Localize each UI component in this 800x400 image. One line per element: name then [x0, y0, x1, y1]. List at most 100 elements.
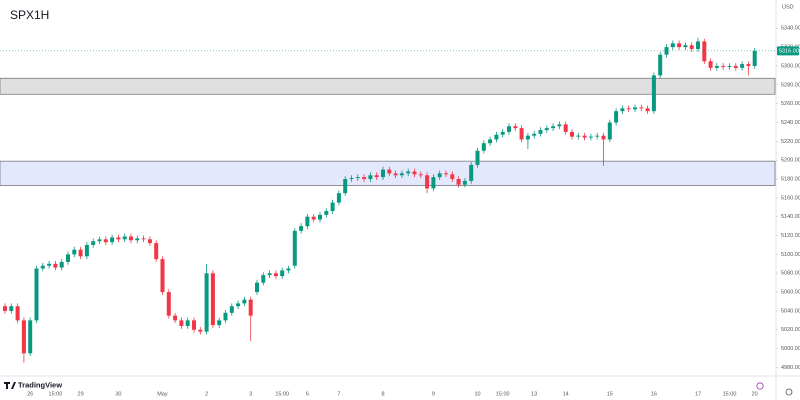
settings-icon[interactable] — [785, 388, 793, 396]
alert-icon[interactable] — [756, 382, 764, 390]
candle-body — [721, 65, 726, 67]
candle-body — [267, 273, 272, 276]
y-tick-label: 5120.00 — [781, 233, 800, 239]
candle-body — [362, 177, 367, 180]
candle-body — [374, 175, 379, 178]
candle-body — [469, 164, 474, 181]
axes: 4980.00 5000.00 5020.00 5040.00 5060.00 5080.… — [0, 26, 800, 397]
candle-body — [607, 122, 612, 140]
candle-body — [696, 41, 700, 49]
candle-body — [273, 273, 278, 277]
x-tick-label: 8 — [381, 391, 384, 397]
candle-body — [620, 108, 625, 112]
candle-body — [702, 41, 707, 62]
candle-body — [551, 126, 556, 129]
candle-body — [368, 175, 373, 180]
candle-body — [601, 135, 606, 140]
x-tick-label: 6 — [306, 391, 309, 397]
x-tick-label: 17 — [695, 391, 701, 397]
candle-body — [217, 320, 222, 326]
candle-body — [633, 107, 637, 110]
y-tick-label: 5280.00 — [781, 82, 800, 88]
candle-body — [84, 244, 89, 257]
candle-body — [507, 126, 511, 132]
candle-body — [525, 135, 530, 140]
x-tick-label: 2 — [205, 391, 208, 397]
y-tick-label: 5340.00 — [781, 26, 800, 32]
candle-body — [563, 124, 568, 132]
y-tick-label: 4980.00 — [781, 365, 800, 371]
candle-body — [311, 216, 316, 220]
last-price-label: 5316.00 — [779, 48, 799, 54]
y-tick-label: 5180.00 — [781, 176, 800, 182]
y-tick-label: 5200.00 — [781, 158, 800, 164]
candle-body — [204, 273, 209, 332]
candle-body — [740, 64, 745, 68]
candle-body — [255, 282, 259, 293]
candle-body — [3, 306, 7, 311]
last-price-tag — [777, 46, 799, 56]
candle-body — [431, 177, 436, 189]
x-tick-label: 9 — [432, 391, 435, 397]
candle-body — [28, 320, 33, 354]
candle-body — [47, 263, 52, 266]
y-tick-label: 5220.00 — [781, 139, 800, 145]
x-tick-label: 15 — [607, 391, 613, 397]
candle-body — [160, 259, 165, 293]
y-tick-label: 5300.00 — [781, 63, 800, 69]
candle-body — [34, 268, 39, 321]
candle-body — [229, 306, 234, 313]
candle-body — [381, 169, 385, 178]
candle-body — [236, 303, 241, 307]
candle-body — [21, 320, 26, 354]
candle-body — [689, 45, 694, 49]
candle-body — [645, 108, 650, 112]
candle-body — [66, 254, 70, 262]
y-tick-label: 5240.00 — [781, 120, 800, 126]
chart-title: SPX1H — [10, 8, 49, 22]
candle-body — [166, 292, 171, 316]
candle-body — [576, 135, 581, 137]
candle-body — [557, 124, 562, 127]
x-tick-label: 26 — [27, 391, 33, 397]
candle-body — [305, 216, 310, 227]
candle-body — [103, 239, 108, 243]
x-tick-label: 20 — [752, 391, 758, 397]
candle-body — [280, 270, 285, 277]
candle-body — [330, 202, 335, 212]
candle-body — [393, 173, 398, 176]
candle-body — [425, 175, 430, 189]
candle-body — [406, 171, 411, 174]
candle-body — [727, 65, 732, 67]
candle-body — [129, 236, 133, 241]
brand-icon — [4, 382, 16, 389]
candle-body — [91, 241, 96, 245]
x-tick-label: 29 — [78, 391, 84, 397]
price-zone — [0, 77, 776, 95]
candle-body — [538, 130, 543, 134]
candle-body — [733, 65, 738, 68]
candle-body — [198, 329, 203, 332]
x-tick-label: 15:00 — [49, 391, 63, 397]
candle-body — [683, 45, 688, 48]
candle-body — [387, 169, 392, 174]
candle-body — [72, 249, 77, 255]
x-tick-label: 15:00 — [723, 391, 737, 397]
y-tick-label: 5020.00 — [781, 327, 800, 333]
candle-body — [639, 107, 644, 109]
candle-body — [437, 173, 442, 178]
candle-body — [9, 306, 14, 311]
candle-body — [78, 249, 83, 257]
candle-body — [324, 211, 329, 215]
candle-body — [336, 193, 341, 203]
candle-body — [588, 136, 593, 138]
y-tick-label: 5060.00 — [781, 290, 800, 296]
brand-logo: TradingView — [4, 380, 62, 389]
candle-body — [173, 315, 178, 321]
x-tick-label: 14 — [563, 391, 569, 397]
candle-body — [752, 50, 757, 66]
y-tick-label: 5040.00 — [781, 308, 800, 314]
